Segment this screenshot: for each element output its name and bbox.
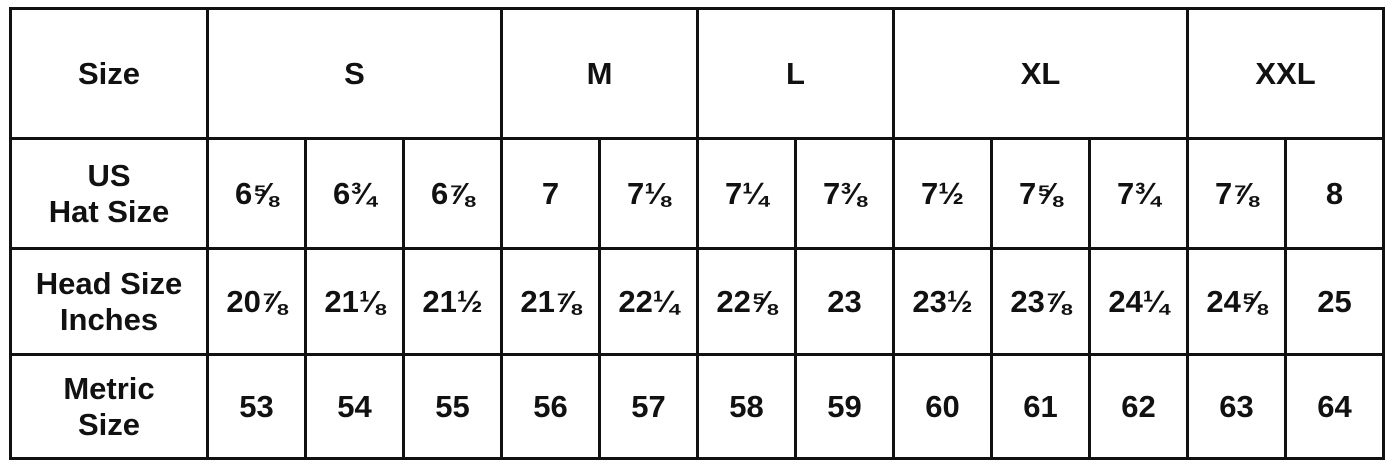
us-hat-size-cell: 7¼: [696, 137, 797, 250]
metric-size-cell: 55: [402, 353, 503, 460]
head-size-inches-cell: 23½: [892, 247, 993, 356]
head-size-inches-cell: 23: [794, 247, 895, 356]
head-size-inches-cell: 24¼: [1088, 247, 1189, 356]
row-label-line: Metric: [63, 370, 155, 406]
head-size-inches-cell: 22¼: [598, 247, 699, 356]
us-hat-size-cell: 8: [1284, 137, 1385, 250]
hat-size-chart: Size S M L XL XXL US Hat Size 6⅝ 6¾ 6⅞ 7 7⅛ 7¼ 7⅜ 7½ 7⅝ 7…: [9, 7, 1385, 460]
metric-size-cell: 62: [1088, 353, 1189, 460]
metric-size-cell: 61: [990, 353, 1091, 460]
head-size-inches-cell: 20⅞: [206, 247, 307, 356]
us-hat-size-cell: 7⅜: [794, 137, 895, 250]
us-hat-size-cell: 6¾: [304, 137, 405, 250]
row-label-line: Hat Size: [48, 193, 170, 229]
row-label-line: Size: [77, 406, 141, 442]
row-label-line: Head Size: [35, 265, 183, 301]
head-size-inches-cell: 23⅞: [990, 247, 1091, 356]
us-hat-size-cell: 7⅛: [598, 137, 699, 250]
us-hat-size-cell: 7¾: [1088, 137, 1189, 250]
head-size-inches-cell: 21½: [402, 247, 503, 356]
metric-size-cell: 59: [794, 353, 895, 460]
us-hat-size-cell: 7½: [892, 137, 993, 250]
size-header-row: Size S M L XL XXL: [9, 7, 1385, 140]
head-size-inches-cell: 21⅞: [500, 247, 601, 356]
metric-size-row: Metric Size 53 54 55 56 57 58 59 60 61 62 63 64: [9, 353, 1385, 460]
head-size-inches-label: Head Size Inches: [9, 247, 209, 356]
size-header-label: Size: [9, 7, 209, 140]
metric-size-cell: 56: [500, 353, 601, 460]
us-hat-size-cell: 7⅝: [990, 137, 1091, 250]
us-hat-size-cell: 6⅝: [206, 137, 307, 250]
metric-size-cell: 57: [598, 353, 699, 460]
head-size-inches-row: Head Size Inches 20⅞ 21⅛ 21½ 21⅞ 22¼ 22⅝ 23 23½ 23…: [9, 247, 1385, 356]
metric-size-cell: 54: [304, 353, 405, 460]
us-hat-size-cell: 7: [500, 137, 601, 250]
us-hat-size-label: US Hat Size: [9, 137, 209, 250]
size-group-l: L: [696, 7, 895, 140]
head-size-inches-cell: 22⅝: [696, 247, 797, 356]
metric-size-cell: 58: [696, 353, 797, 460]
us-hat-size-row: US Hat Size 6⅝ 6¾ 6⅞ 7 7⅛ 7¼ 7⅜ 7½ 7⅝ 7¾ 7⅞ 8: [9, 137, 1385, 250]
row-label-line: US: [87, 157, 131, 193]
head-size-inches-cell: 25: [1284, 247, 1385, 356]
us-hat-size-cell: 7⅞: [1186, 137, 1287, 250]
row-label-line: Inches: [59, 301, 159, 337]
metric-size-cell: 53: [206, 353, 307, 460]
head-size-inches-cell: 24⅝: [1186, 247, 1287, 356]
size-group-xxl: XXL: [1186, 7, 1385, 140]
size-group-s: S: [206, 7, 503, 140]
head-size-inches-cell: 21⅛: [304, 247, 405, 356]
size-group-m: M: [500, 7, 699, 140]
metric-size-cell: 63: [1186, 353, 1287, 460]
metric-size-cell: 64: [1284, 353, 1385, 460]
metric-size-cell: 60: [892, 353, 993, 460]
us-hat-size-cell: 6⅞: [402, 137, 503, 250]
size-group-xl: XL: [892, 7, 1189, 140]
metric-size-label: Metric Size: [9, 353, 209, 460]
